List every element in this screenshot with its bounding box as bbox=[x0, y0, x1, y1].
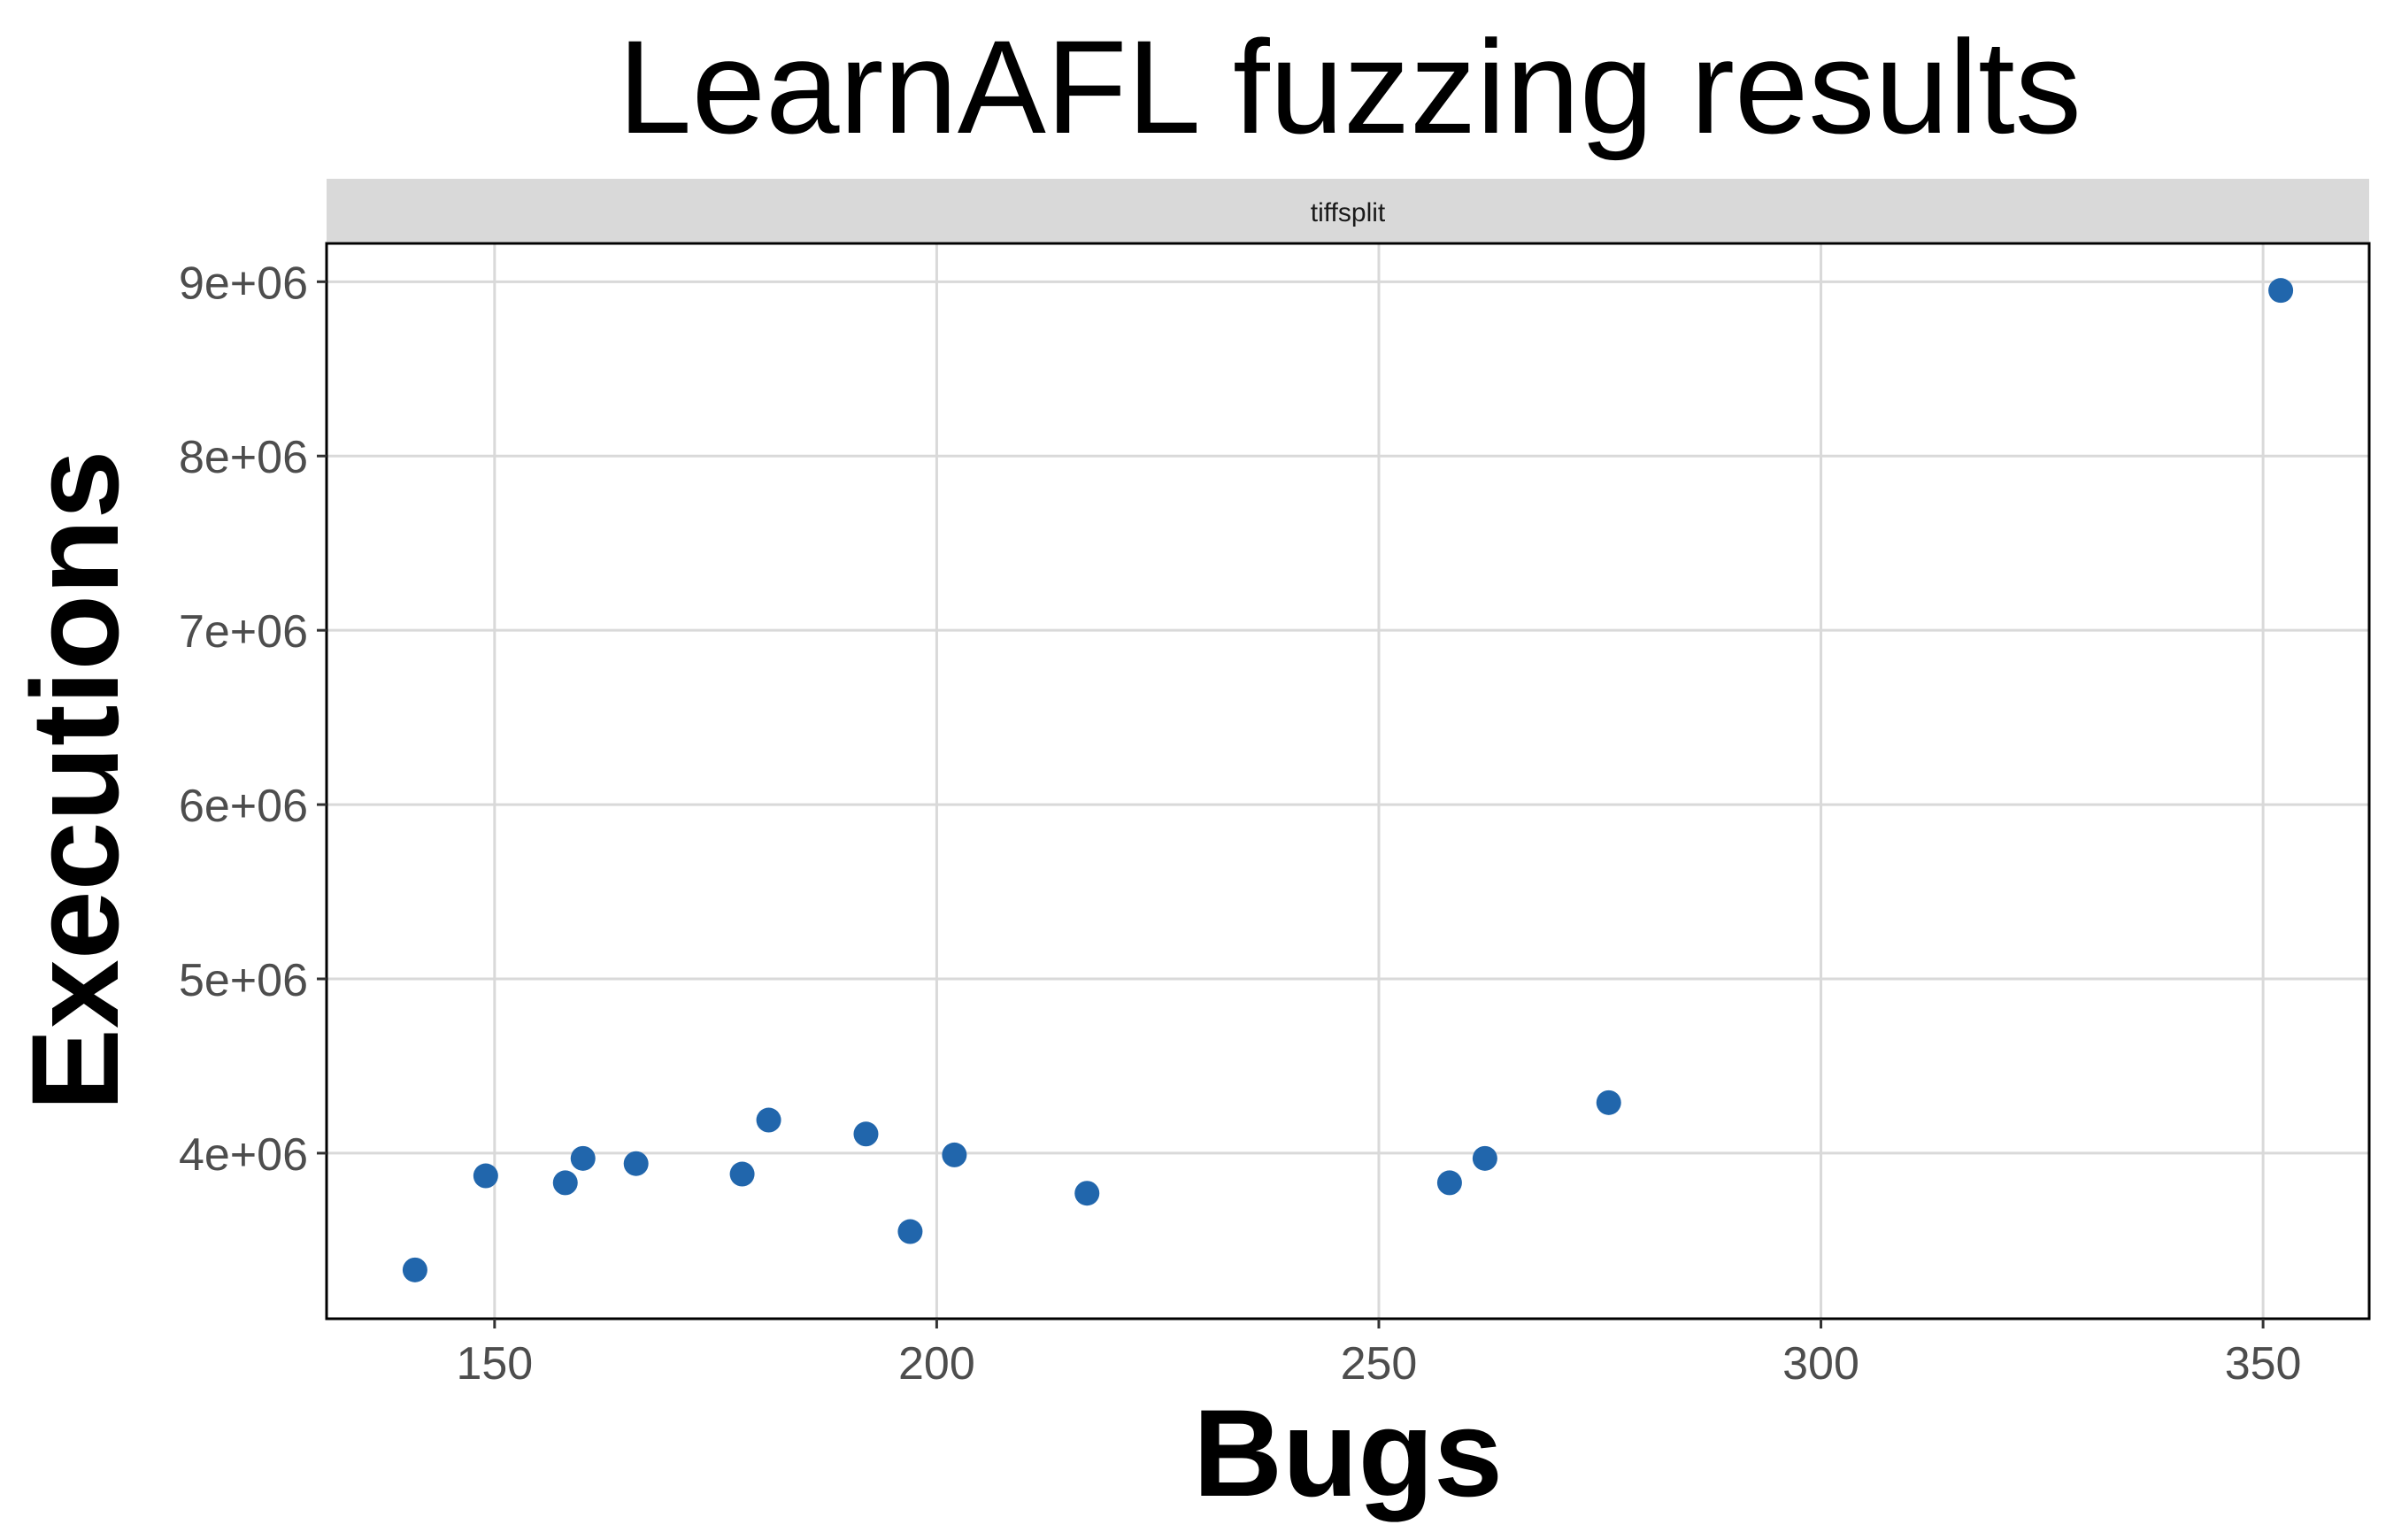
y-tick-label: 9e+06 bbox=[179, 258, 308, 309]
data-point bbox=[942, 1142, 967, 1167]
x-tick-label: 300 bbox=[1782, 1338, 1859, 1390]
data-point bbox=[1596, 1090, 1621, 1115]
facet-strip bbox=[327, 179, 2369, 242]
y-tick-label: 7e+06 bbox=[179, 606, 308, 658]
data-point bbox=[402, 1257, 427, 1282]
x-tick-label: 350 bbox=[2225, 1338, 2302, 1390]
grid-lines bbox=[327, 243, 2369, 1319]
data-point bbox=[473, 1163, 498, 1189]
y-tick-label: 6e+06 bbox=[179, 781, 308, 832]
x-axis-title: Bugs bbox=[1193, 1383, 1503, 1522]
chart-title: LearnAFL fuzzing results bbox=[618, 12, 2082, 161]
data-point bbox=[623, 1151, 649, 1176]
data-points bbox=[402, 278, 2294, 1282]
plot-panel bbox=[327, 243, 2369, 1319]
data-point bbox=[552, 1170, 578, 1196]
y-axis: 4e+06 5e+06 6e+06 7e+06 8e+06 9e+06 bbox=[179, 258, 327, 1181]
data-point bbox=[570, 1145, 596, 1171]
x-tick-label: 250 bbox=[1341, 1338, 1418, 1390]
data-point bbox=[897, 1219, 923, 1244]
plot-panel-border bbox=[325, 242, 2371, 1321]
x-tick-label: 150 bbox=[456, 1338, 533, 1390]
y-tick-label: 5e+06 bbox=[179, 955, 308, 1006]
y-tick-label: 8e+06 bbox=[179, 432, 308, 483]
data-point bbox=[729, 1161, 755, 1187]
x-tick-label: 200 bbox=[898, 1338, 975, 1390]
data-point bbox=[853, 1121, 879, 1147]
y-tick-label: 4e+06 bbox=[179, 1129, 308, 1181]
data-point bbox=[1472, 1145, 1497, 1171]
data-point bbox=[2268, 278, 2294, 304]
data-point bbox=[756, 1107, 781, 1133]
data-point bbox=[1436, 1170, 1462, 1196]
y-axis-title: Executions bbox=[5, 450, 144, 1112]
data-point bbox=[1074, 1181, 1100, 1206]
x-axis: 150 200 250 300 350 bbox=[456, 1319, 2301, 1390]
facet-strip-label: tiffsplit bbox=[1311, 198, 1386, 227]
